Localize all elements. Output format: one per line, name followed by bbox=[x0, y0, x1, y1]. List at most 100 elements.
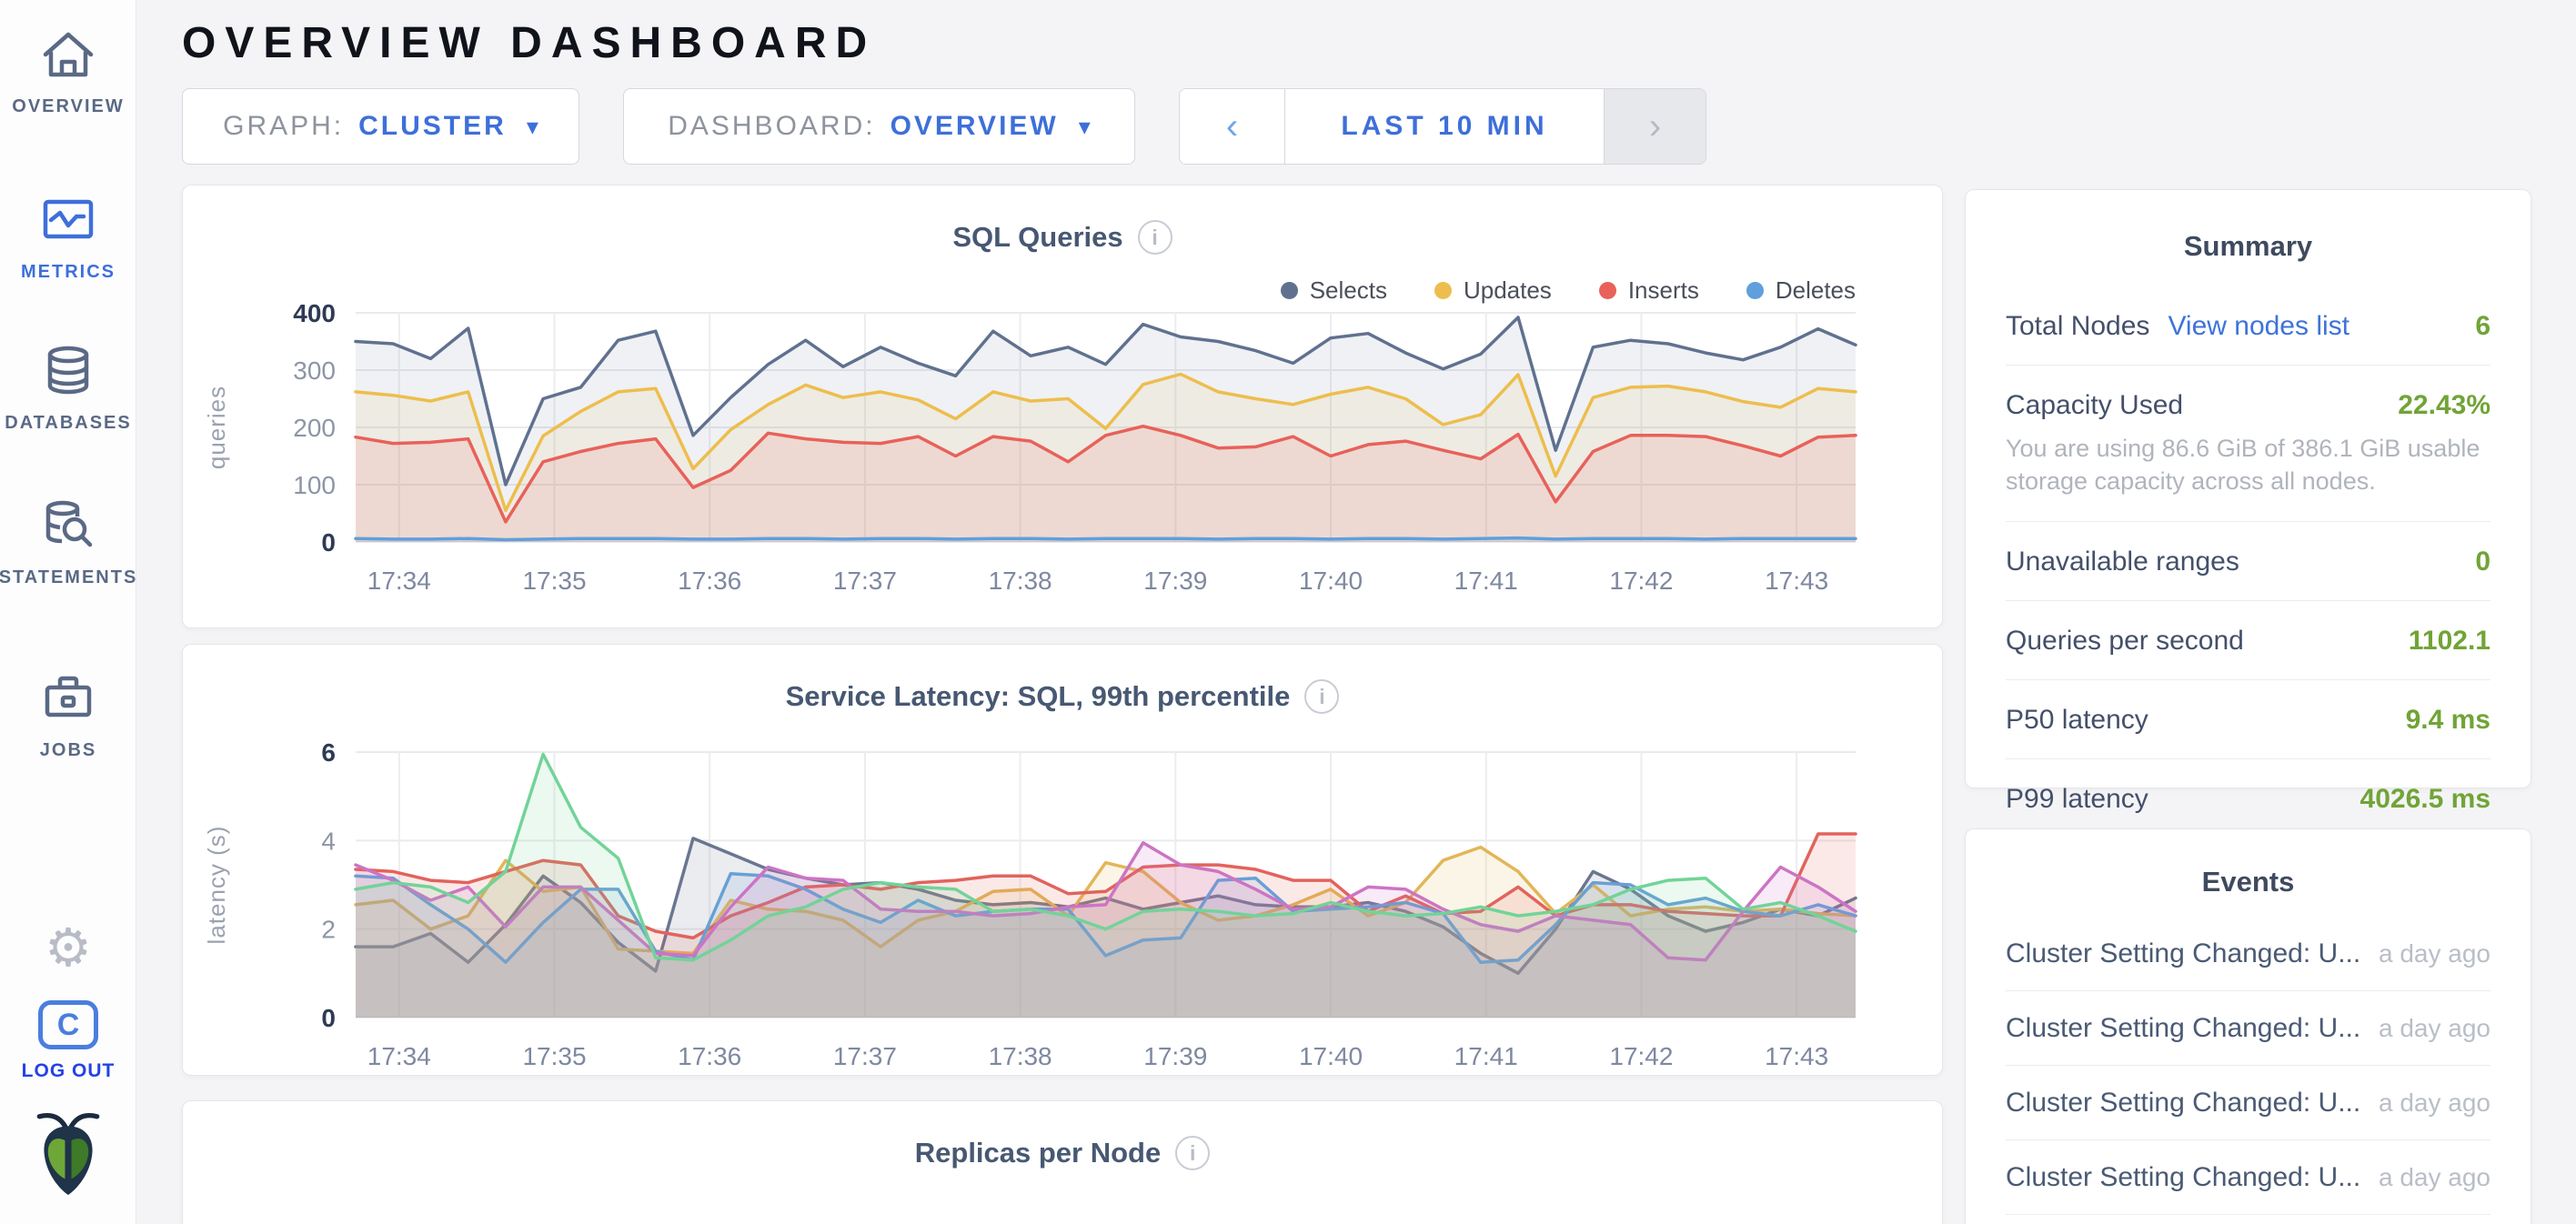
sidebar-item-overview[interactable]: OVERVIEW bbox=[0, 24, 136, 117]
dashboard-dropdown-value: OVERVIEW bbox=[890, 111, 1059, 141]
sidebar-item-statements[interactable]: STATEMENTS bbox=[0, 495, 136, 588]
svg-text:17:34: 17:34 bbox=[367, 1042, 431, 1070]
graph-dropdown[interactable]: GRAPH: CLUSTER ▾ bbox=[182, 88, 579, 165]
graph-dropdown-value: CLUSTER bbox=[358, 111, 507, 141]
event-time: a day ago bbox=[2379, 1089, 2490, 1117]
replicas-per-node-chart-card: Replicas per Node i 1.6k bbox=[182, 1100, 1943, 1224]
sidebar-item-label: OVERVIEW bbox=[12, 96, 125, 116]
legend-dot bbox=[1598, 282, 1616, 299]
legend-item-selects: Selects bbox=[1280, 276, 1387, 305]
sql-queries-chart[interactable]: 0 100 200 300 400 17:34 17:35 17:36 17:37 17:38 17… bbox=[183, 298, 1942, 607]
dashboard-controls: GRAPH: CLUSTER ▾ DASHBOARD: OVERVIEW ▾ ‹… bbox=[182, 88, 1943, 165]
summary-row-value: 6 bbox=[2475, 311, 2490, 341]
summary-row-value: 1102.1 bbox=[2408, 625, 2490, 656]
svg-text:queries: queries bbox=[203, 386, 230, 469]
summary-row-label: Total Nodes bbox=[2006, 311, 2150, 341]
svg-text:17:43: 17:43 bbox=[1765, 567, 1828, 595]
summary-row-p99-latency: P99 latency 4026.5 ms bbox=[2006, 759, 2490, 838]
legend-label: Selects bbox=[1309, 276, 1387, 304]
cockroach-logo bbox=[0, 1111, 136, 1199]
legend-dot bbox=[1434, 282, 1452, 299]
time-range-next-button[interactable]: › bbox=[1604, 89, 1706, 164]
service-latency-chart[interactable]: 0 2 4 6 17:34 17:35 17:36 17:37 17:38 17:39 17:40 1… bbox=[183, 737, 1942, 1083]
sidebar-item-databases[interactable]: DATABASES bbox=[0, 340, 136, 434]
sidebar-item-metrics[interactable]: METRICS bbox=[0, 189, 136, 283]
chart-title: Service Latency: SQL, 99th percentile bbox=[785, 680, 1291, 712]
summary-row-total-nodes: Total Nodes View nodes list 6 bbox=[2006, 286, 2490, 366]
svg-text:17:38: 17:38 bbox=[989, 1042, 1052, 1070]
legend-item-inserts: Inserts bbox=[1598, 276, 1699, 305]
svg-text:100: 100 bbox=[293, 471, 336, 499]
right-sidebar: Summary Total Nodes View nodes list 6 Ca… bbox=[1965, 0, 2531, 1224]
legend-dot bbox=[1746, 282, 1764, 299]
summary-title: Summary bbox=[2183, 230, 2313, 262]
chart-title: Replicas per Node bbox=[914, 1137, 1162, 1169]
svg-text:17:40: 17:40 bbox=[1299, 1042, 1363, 1070]
info-icon[interactable]: i bbox=[1175, 1136, 1211, 1170]
home-icon bbox=[43, 32, 94, 77]
replicas-per-node-chart[interactable]: 1.6k bbox=[183, 1198, 1942, 1224]
event-text: Cluster Setting Changed: U... bbox=[2006, 1013, 2361, 1043]
summary-row-p50-latency: P50 latency 9.4 ms bbox=[2006, 680, 2490, 759]
svg-text:17:40: 17:40 bbox=[1299, 567, 1363, 595]
legend-item-deletes: Deletes bbox=[1746, 276, 1856, 305]
event-text: Cluster Setting Changed: U... bbox=[2006, 1162, 2361, 1192]
svg-text:17:36: 17:36 bbox=[678, 1042, 741, 1070]
view-nodes-list-link[interactable]: View nodes list bbox=[2168, 311, 2350, 341]
sidebar-item-jobs[interactable]: JOBS bbox=[0, 667, 136, 761]
svg-text:latency (s): latency (s) bbox=[203, 826, 230, 945]
event-text: Cluster Setting Changed: U... bbox=[2006, 1088, 2361, 1118]
svg-text:17:36: 17:36 bbox=[678, 567, 741, 595]
legend-label: Deletes bbox=[1775, 276, 1856, 304]
sidebar: OVERVIEW METRICS DATABASES bbox=[0, 0, 136, 1224]
event-row: Cluster Setting Changed: U... a day ago bbox=[2006, 917, 2490, 991]
sidebar-item-label: METRICS bbox=[21, 262, 116, 282]
service-latency-chart-card: Service Latency: SQL, 99th percentile i … bbox=[182, 644, 1943, 1076]
svg-text:6: 6 bbox=[321, 738, 336, 767]
summary-row-value: 0 bbox=[2475, 546, 2490, 577]
event-row: Cluster Setting Changed: U... a day ago bbox=[2006, 1215, 2490, 1224]
sidebar-item-label: STATEMENTS bbox=[0, 567, 138, 587]
sql-queries-chart-card: SQL Queries i Selects Updates Inserts bbox=[182, 185, 1943, 628]
svg-text:200: 200 bbox=[293, 414, 336, 442]
time-range-selector: ‹ LAST 10 MIN › bbox=[1179, 88, 1706, 165]
legend-label: Inserts bbox=[1627, 276, 1699, 304]
svg-text:17:35: 17:35 bbox=[522, 567, 586, 595]
summary-row-value: 9.4 ms bbox=[2405, 704, 2490, 735]
database-icon bbox=[47, 346, 89, 395]
statements-search-icon bbox=[45, 500, 93, 547]
summary-panel: Summary Total Nodes View nodes list 6 Ca… bbox=[1965, 189, 2531, 814]
legend-item-updates: Updates bbox=[1434, 276, 1552, 305]
summary-row-capacity-used: Capacity Used 22.43% You are using 86.6 … bbox=[2006, 366, 2490, 522]
event-time: a day ago bbox=[2379, 1014, 2490, 1042]
svg-text:17:34: 17:34 bbox=[367, 567, 431, 595]
chevron-left-icon: ‹ bbox=[1225, 105, 1239, 146]
metrics-chart-icon bbox=[43, 199, 94, 239]
events-title: Events bbox=[2201, 866, 2295, 898]
page-title: OVERVIEW DASHBOARD bbox=[182, 19, 877, 67]
svg-text:17:43: 17:43 bbox=[1765, 1042, 1828, 1070]
logout-button[interactable]: C LOG OUT bbox=[0, 1000, 136, 1082]
summary-row-qps: Queries per second 1102.1 bbox=[2006, 601, 2490, 680]
svg-text:2: 2 bbox=[321, 916, 336, 944]
summary-row-label: Capacity Used bbox=[2006, 390, 2184, 420]
time-range-value[interactable]: LAST 10 MIN bbox=[1285, 89, 1604, 164]
gear-icon[interactable]: ⚙ bbox=[45, 918, 92, 978]
summary-row-label: Unavailable ranges bbox=[2006, 546, 2239, 577]
svg-text:4: 4 bbox=[321, 827, 336, 855]
chart-legend: Selects Updates Inserts Deletes bbox=[1280, 276, 1856, 305]
events-panel: Events Cluster Setting Changed: U... a d… bbox=[1965, 828, 2531, 1224]
sidebar-item-label: JOBS bbox=[39, 740, 97, 760]
dashboard-dropdown[interactable]: DASHBOARD: OVERVIEW ▾ bbox=[623, 88, 1135, 165]
svg-text:0: 0 bbox=[321, 528, 336, 557]
info-icon[interactable]: i bbox=[1137, 220, 1172, 255]
info-icon[interactable]: i bbox=[1304, 679, 1340, 714]
time-range-prev-button[interactable]: ‹ bbox=[1180, 89, 1285, 164]
svg-text:17:41: 17:41 bbox=[1454, 1042, 1518, 1070]
event-row: Cluster Setting Changed: U... a day ago bbox=[2006, 991, 2490, 1066]
chevron-down-icon: ▾ bbox=[526, 112, 538, 140]
cockroach-c-icon: C bbox=[38, 1000, 98, 1049]
logout-label: LOG OUT bbox=[21, 1060, 116, 1081]
legend-dot bbox=[1280, 282, 1298, 299]
